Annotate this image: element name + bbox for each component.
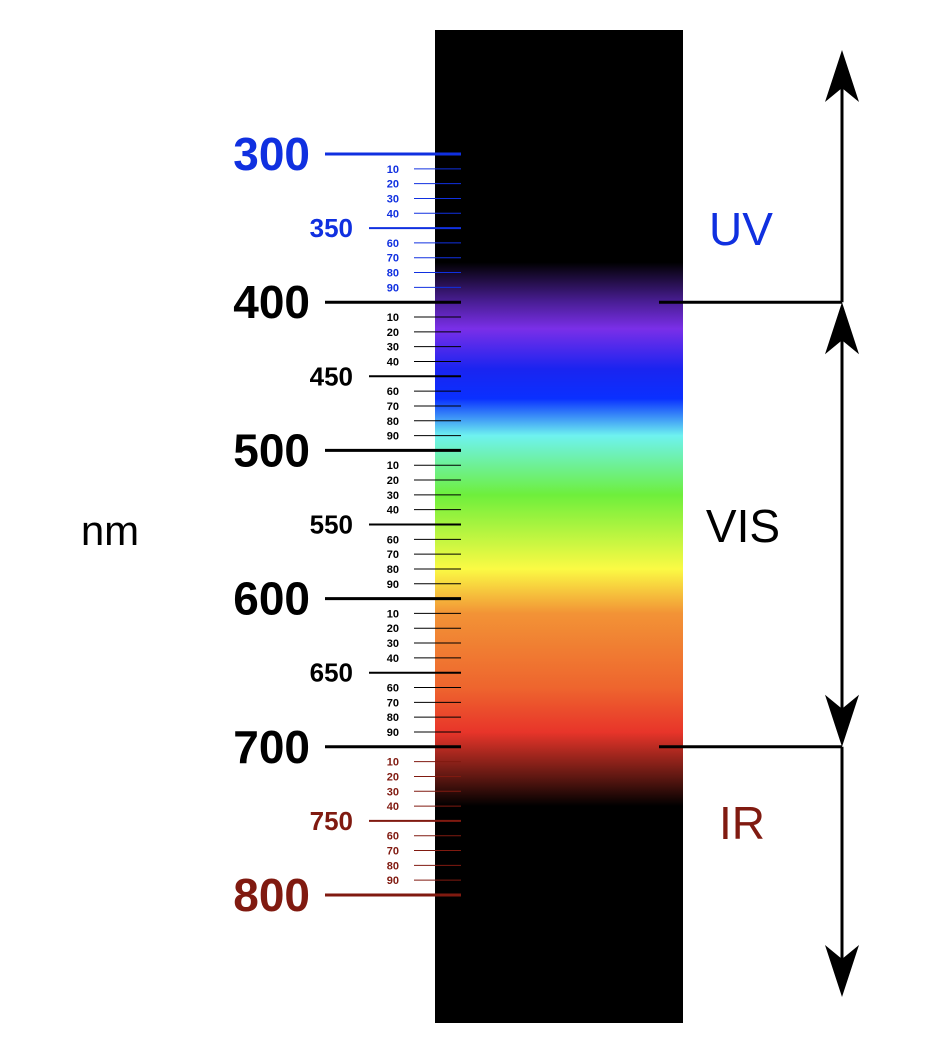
minor-tick-label: 70	[387, 401, 399, 413]
minor-tick-label: 20	[387, 771, 399, 783]
minor-tick-label: 70	[387, 253, 399, 265]
visible-spectrum-band	[435, 262, 683, 807]
minor-tick-label: 20	[387, 327, 399, 339]
minor-tick-label: 40	[387, 505, 399, 517]
minor-tick-label: 10	[387, 460, 399, 472]
minor-tick-label: 20	[387, 179, 399, 191]
half-tick-label: 350	[310, 213, 353, 243]
minor-tick-label: 20	[387, 475, 399, 487]
major-tick-label: 700	[233, 721, 310, 773]
minor-tick-label: 10	[387, 164, 399, 176]
major-tick-label: 300	[233, 128, 310, 180]
minor-tick-label: 30	[387, 786, 399, 798]
minor-tick-label: 70	[387, 846, 399, 858]
minor-tick-label: 40	[387, 208, 399, 220]
minor-tick-label: 60	[387, 683, 399, 695]
minor-tick-label: 80	[387, 416, 399, 428]
minor-tick-label: 60	[387, 831, 399, 843]
minor-tick-label: 90	[387, 282, 399, 294]
half-tick-label: 550	[310, 510, 353, 540]
range-arrows	[825, 50, 859, 997]
minor-tick-label: 60	[387, 386, 399, 398]
minor-tick-label: 20	[387, 623, 399, 635]
minor-tick-label: 60	[387, 534, 399, 546]
half-tick-label: 450	[310, 361, 353, 391]
minor-tick-label: 90	[387, 579, 399, 591]
minor-tick-label: 30	[387, 490, 399, 502]
minor-tick-label: 40	[387, 356, 399, 368]
minor-tick-label: 10	[387, 312, 399, 324]
minor-tick-label: 70	[387, 549, 399, 561]
minor-tick-label: 90	[387, 875, 399, 887]
minor-tick-label: 90	[387, 431, 399, 443]
visible-up-arrowhead	[825, 302, 859, 355]
minor-tick-label: 30	[387, 193, 399, 205]
vis-region-label: VIS	[706, 500, 780, 552]
minor-tick-label: 10	[387, 757, 399, 769]
minor-tick-label: 30	[387, 342, 399, 354]
visible-down-arrowhead	[825, 694, 859, 747]
wavelength-scale: 300 400 500 600 700 800 350 450 550 650 750 10 20 30 4…	[233, 128, 461, 921]
minor-tick-label: 40	[387, 801, 399, 813]
ir-down-arrowhead	[825, 945, 859, 997]
unit-label: nm	[81, 507, 139, 554]
minor-tick-label: 10	[387, 608, 399, 620]
minor-tick-label: 80	[387, 712, 399, 724]
minor-tick-label: 80	[387, 564, 399, 576]
uv-up-arrowhead	[825, 50, 859, 102]
major-tick-label: 600	[233, 573, 310, 625]
minor-tick-label: 70	[387, 697, 399, 709]
minor-tick-label: 90	[387, 727, 399, 739]
minor-tick-label: 60	[387, 238, 399, 250]
minor-tick-label: 80	[387, 268, 399, 280]
minor-tick-label: 80	[387, 860, 399, 872]
half-tick-label: 650	[310, 658, 353, 688]
minor-tick-label: 40	[387, 653, 399, 665]
major-tick-label: 400	[233, 276, 310, 328]
half-tick-label: 750	[310, 806, 353, 836]
uv-region-label: UV	[709, 203, 773, 255]
major-tick-label: 500	[233, 424, 310, 476]
minor-tick-label: 30	[387, 638, 399, 650]
major-tick-label: 800	[233, 869, 310, 921]
ir-region-label: IR	[719, 797, 765, 849]
